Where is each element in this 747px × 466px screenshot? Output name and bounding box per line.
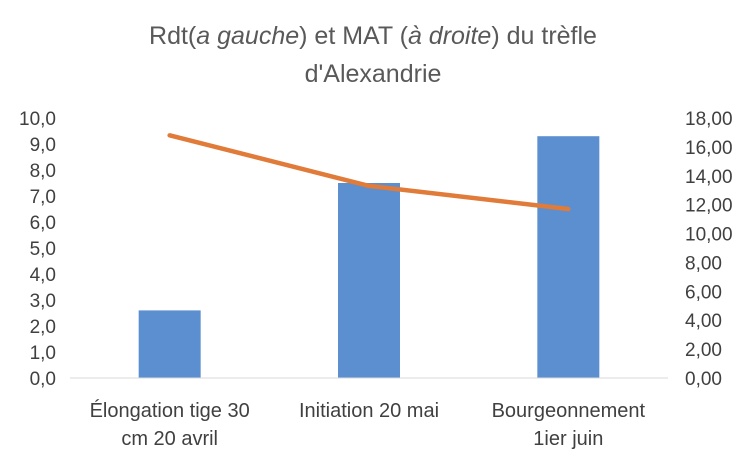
left-y-tick-label: 0,0	[30, 369, 56, 390]
title-segment: a gauche	[196, 22, 299, 50]
category-label: Élongation tige 30	[90, 399, 250, 422]
line-series	[167, 133, 571, 212]
left-y-axis: 0,0 1,0 2,0 3,0 4,0 5,0 6,0 7,0 8,0 9,0 10,0	[19, 109, 56, 390]
right-y-tick-label: 12,00	[685, 196, 733, 217]
left-y-tick-label: 3,0	[30, 291, 56, 312]
x-axis-categories: Élongation tige 30 cm 20 avril Initiation …	[90, 399, 646, 450]
right-y-tick-label: 2,00	[685, 340, 722, 361]
title-segment: Rdt(	[149, 22, 197, 50]
left-y-tick-label: 2,0	[30, 317, 56, 338]
category-label: cm 20 avril	[121, 428, 218, 450]
right-y-tick-label: 0,00	[685, 369, 722, 390]
left-y-tick-label: 4,0	[30, 265, 56, 286]
title-segment: à droite	[408, 22, 491, 50]
right-y-tick-label: 10,00	[685, 225, 733, 246]
bar-series	[138, 136, 600, 378]
right-y-tick-label: 18,00	[685, 109, 733, 130]
category-label: 1ier juin	[533, 428, 603, 450]
left-y-tick-label: 7,0	[30, 187, 56, 208]
right-y-tick-label: 6,00	[685, 282, 722, 303]
left-y-tick-label: 5,0	[30, 239, 56, 260]
right-y-tick-label: 8,00	[685, 253, 722, 274]
left-y-tick-label: 8,0	[30, 161, 56, 182]
title-segment: ) et MAT (	[299, 22, 408, 50]
right-y-tick-label: 16,00	[685, 138, 733, 159]
left-y-tick-label: 10,0	[19, 109, 56, 130]
bar	[138, 310, 201, 378]
right-y-tick-label: 4,00	[685, 311, 722, 332]
category-label: Initiation 20 mai	[299, 400, 439, 422]
chart-title-line-2: d'Alexandrie	[305, 60, 442, 88]
left-y-tick-label: 9,0	[30, 135, 56, 156]
chart-title-line-1: Rdt(a gauche) et MAT (à droite) du trèfl…	[149, 22, 597, 50]
right-y-tick-label: 14,00	[685, 167, 733, 188]
right-y-axis: 0,00 2,00 4,00 6,00 8,00 10,00 12,00 14,00 16,00…	[685, 109, 733, 390]
bar	[537, 136, 600, 378]
title-segment: ) du trèfle	[491, 22, 597, 50]
left-y-tick-label: 6,0	[30, 213, 56, 234]
category-label: Bourgeonnement	[492, 400, 646, 422]
left-y-tick-label: 1,0	[30, 343, 56, 364]
bar	[338, 183, 400, 378]
